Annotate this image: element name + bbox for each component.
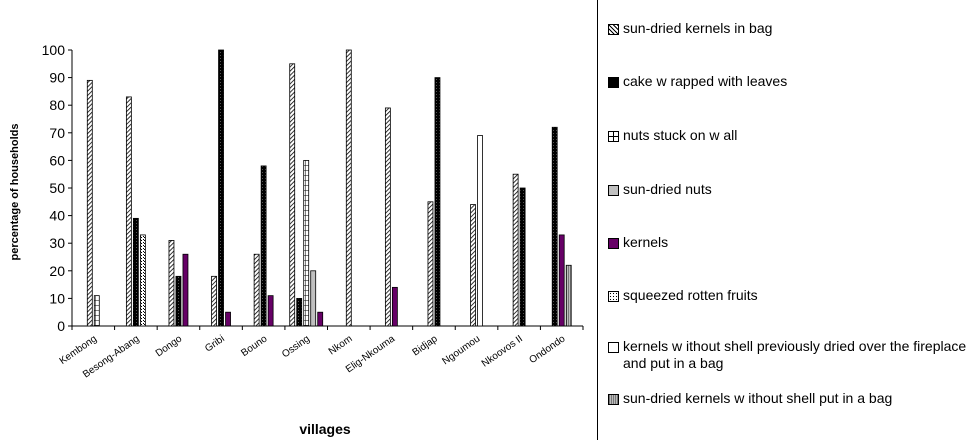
bar-ondondo-series-1 — [551, 126, 558, 327]
x-tick-label: Bouno — [239, 333, 269, 359]
legend-item: squeezed rotten fruits — [608, 287, 977, 304]
bar-kembong-series-2 — [93, 295, 100, 327]
y-tick-label: 10 — [49, 290, 65, 306]
legend-label: sun-dried kernels w ithout shell put in … — [623, 390, 893, 406]
legend-item: sun-dried nuts — [608, 181, 977, 198]
bar-gribi-series-4 — [225, 311, 231, 327]
bar-besong-abang-series-0 — [125, 96, 132, 327]
bar-kembong-series-0 — [86, 79, 93, 327]
legend-swatch — [608, 291, 619, 302]
legend-swatch — [608, 24, 619, 35]
legend-label: sun-dried nuts — [623, 181, 712, 197]
y-tick-label: 100 — [42, 42, 66, 58]
y-tick-label: 50 — [49, 180, 65, 196]
y-tick-label: 20 — [49, 263, 65, 279]
bar-bidjap-series-1 — [434, 77, 441, 327]
legend: sun-dried kernels in bag cake w rapped wi… — [597, 0, 977, 440]
bar-dongo-series-1 — [175, 275, 182, 327]
y-tick-label: 60 — [49, 152, 65, 168]
x-tick-label: Nkom — [327, 333, 355, 357]
bar-bidjap-series-0 — [427, 201, 434, 327]
legend-swatch — [608, 131, 619, 142]
legend-label: nuts stuck on w all — [623, 127, 738, 143]
legend-item: sun-dried kernels in bag — [608, 20, 977, 37]
legend-label: kernels — [623, 234, 669, 250]
bar-gribi-series-1 — [218, 49, 224, 327]
y-axis-label: percentage of households — [9, 124, 21, 261]
y-tick-label: 30 — [49, 235, 65, 251]
bar-bouno-series-1 — [260, 165, 267, 327]
bar-ossing-series-4 — [317, 311, 324, 327]
bar-gribi-series-0 — [211, 275, 217, 327]
bar-ondondo-series-7 — [565, 264, 572, 327]
legend-swatch — [608, 342, 619, 353]
x-tick-label: Nkoovos II — [480, 333, 525, 369]
bar-besong-abang-series-1 — [132, 217, 139, 327]
y-tick-label: 90 — [49, 70, 65, 86]
bar-besong-abang-series-5 — [139, 234, 146, 327]
legend-swatch — [608, 185, 619, 196]
x-tick-label: Bidjap — [411, 333, 440, 358]
legend-swatch — [608, 238, 619, 249]
legend-swatch — [608, 77, 619, 88]
legend-item: cake w rapped with leaves — [608, 73, 977, 90]
legend-label: cake w rapped with leaves — [623, 73, 788, 89]
legend-label: kernels w ithout shell previously dried … — [623, 338, 967, 371]
x-tick-label: Ondondo — [527, 333, 567, 366]
bar-ngoumou-series-6 — [477, 135, 483, 327]
bar-elig-nkouma-series-0 — [384, 107, 391, 327]
y-tick-label: 70 — [49, 125, 65, 141]
axes — [68, 49, 584, 330]
bar-bouno-series-4 — [267, 295, 274, 327]
x-tick-label: Dongo — [154, 333, 185, 359]
legend-item: sun-dried kernels w ithout shell put in … — [608, 390, 977, 407]
bar-elig-nkouma-series-4 — [391, 286, 398, 327]
bar-chart: 0102030405060708090100KembongBesong-Aban… — [9, 42, 584, 437]
y-tick-label: 0 — [57, 318, 65, 334]
bar-ngoumou-series-0 — [470, 204, 476, 327]
bar-ossing-series-0 — [289, 63, 296, 327]
legend-label: sun-dried kernels in bag — [623, 20, 773, 36]
bar-dongo-series-4 — [182, 253, 189, 327]
y-tick-label: 80 — [49, 97, 65, 113]
bar-ondondo-series-4 — [558, 234, 565, 327]
legend-item: kernels w ithout shell previously dried … — [608, 338, 977, 372]
legend-label: squeezed rotten fruits — [623, 287, 758, 303]
bar-nkom-series-0 — [345, 49, 352, 327]
bar-ossing-series-1 — [296, 297, 303, 327]
x-tick-label: Gribi — [203, 333, 227, 354]
y-tick-label: 40 — [49, 208, 65, 224]
legend-item: nuts stuck on w all — [608, 127, 977, 144]
bar-dongo-series-0 — [168, 240, 175, 327]
x-tick-label: Ossing — [280, 333, 312, 360]
bar-nkoovos-ii-series-1 — [519, 187, 526, 327]
legend-item: kernels — [608, 234, 977, 251]
bar-nkoovos-ii-series-0 — [512, 173, 519, 327]
bar-ossing-series-3 — [310, 270, 317, 327]
x-tick-label: Ngoumou — [440, 333, 482, 367]
bars — [86, 49, 572, 327]
legend-swatch — [608, 394, 619, 405]
bar-ossing-series-2 — [303, 159, 310, 327]
x-axis-label: villages — [299, 421, 351, 437]
bar-bouno-series-0 — [253, 253, 260, 327]
x-tick-label: Kembong — [58, 333, 99, 367]
